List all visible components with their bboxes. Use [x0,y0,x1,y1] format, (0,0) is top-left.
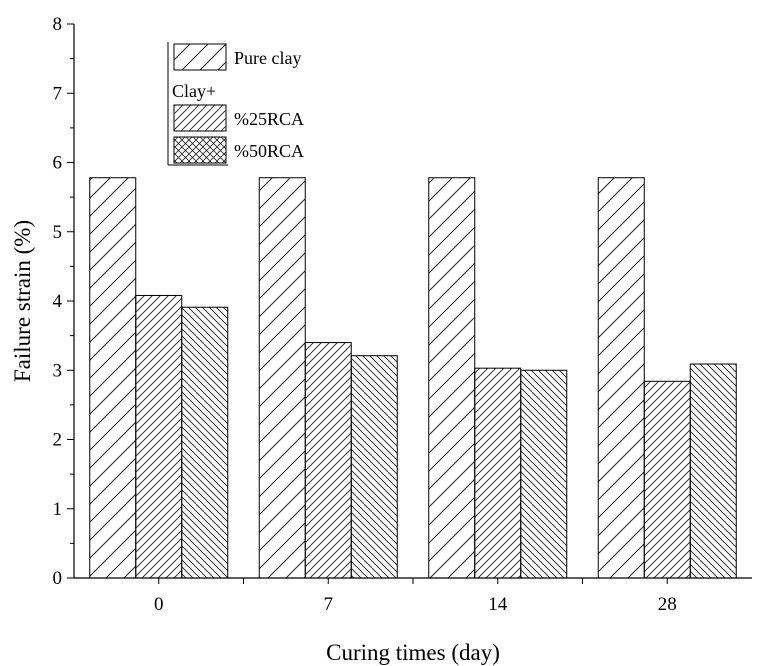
bar [643,380,691,579]
legend-label-25rca: %25RCA [234,109,304,129]
y-tick-label: 4 [53,291,63,312]
y-tick-label: 0 [53,568,63,589]
legend-swatch-pure-clay [173,43,227,71]
bar [689,363,737,579]
legend-label-50rca: %50RCA [234,141,304,161]
bar [597,177,645,579]
legend-label-pure-clay: Pure clay [234,48,301,68]
legend: Pure clay Clay+ %25RCA %50RCA [167,42,304,166]
y-axis-title: Failure strain (%) [10,220,35,382]
bar [89,177,137,579]
y-tick-label: 5 [53,222,63,243]
legend-swatch-50rca [173,136,227,164]
bar [474,367,522,579]
x-tick-label: 14 [488,594,508,615]
bar [258,177,306,579]
bar [520,369,568,579]
y-ticks: 0 1 2 3 4 5 6 7 8 [53,14,74,589]
y-tick-label: 8 [53,14,63,35]
bar [350,355,398,579]
x-ticks: 0 7 14 28 [154,578,677,615]
y-tick-label: 6 [53,153,63,174]
bar [304,342,352,579]
x-tick-label: 0 [154,594,164,615]
y-tick-label: 3 [53,360,63,381]
bars-group [89,177,737,579]
y-tick-label: 7 [53,83,63,104]
legend-swatch-25rca [173,104,227,132]
x-axis-title: Curing times (day) [326,640,500,665]
y-tick-label: 1 [53,499,63,520]
x-tick-label: 28 [658,594,677,615]
legend-group-label: Clay+ [172,81,216,101]
x-tick-label: 7 [324,594,334,615]
bar [428,177,476,579]
bar [181,306,229,579]
bar [135,294,183,579]
y-tick-label: 2 [53,430,63,451]
